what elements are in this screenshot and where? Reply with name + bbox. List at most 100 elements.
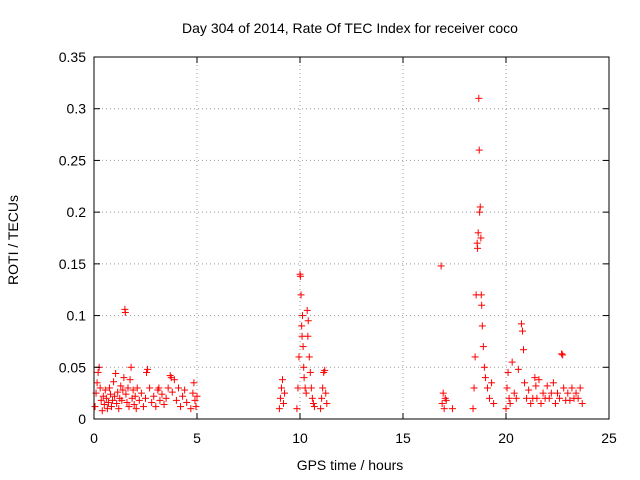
data-point	[439, 389, 447, 397]
data-point	[172, 396, 180, 404]
data-point	[131, 392, 139, 400]
data-point	[323, 399, 331, 407]
data-point	[317, 405, 325, 413]
data-point	[170, 376, 178, 384]
data-point	[554, 389, 561, 397]
data-point	[119, 386, 127, 394]
data-point	[160, 401, 168, 409]
data-point	[295, 353, 303, 361]
data-point	[488, 379, 496, 387]
data-point	[448, 405, 456, 413]
data-point	[146, 384, 154, 392]
data-point	[97, 396, 105, 404]
y-tick-label: 0.05	[59, 359, 86, 375]
data-point	[137, 389, 145, 397]
data-point	[476, 208, 484, 216]
data-point	[506, 399, 514, 407]
data-point	[142, 394, 149, 402]
data-point	[549, 379, 557, 387]
data-point	[475, 94, 483, 102]
data-point	[132, 405, 140, 413]
data-point	[191, 396, 199, 404]
y-tick-label: 0	[78, 411, 86, 427]
y-tick-label: 0.1	[67, 308, 87, 324]
data-point	[476, 203, 484, 211]
data-point	[578, 399, 586, 407]
data-point	[437, 262, 445, 270]
data-point	[321, 366, 329, 374]
data-point	[294, 384, 302, 392]
data-point	[168, 388, 176, 396]
data-point	[470, 384, 478, 392]
data-point	[117, 382, 125, 390]
data-point	[517, 320, 525, 328]
data-point	[510, 389, 518, 397]
data-point	[480, 363, 488, 371]
data-point	[558, 350, 566, 358]
y-tick-label: 0.3	[67, 101, 87, 117]
data-point	[187, 405, 195, 413]
data-point	[302, 389, 310, 397]
plot-frame	[93, 56, 610, 420]
data-point	[105, 384, 113, 392]
data-point	[545, 394, 553, 402]
data-point	[483, 384, 491, 392]
data-point	[539, 389, 547, 397]
data-point	[114, 388, 122, 396]
data-point	[102, 394, 110, 402]
data-point	[560, 384, 568, 392]
y-axis-label: ROTI / TECUs	[5, 195, 21, 285]
chart-title: Day 304 of 2014, Rate Of TEC Index for r…	[182, 20, 518, 36]
data-point	[155, 384, 163, 392]
x-tick-label: 0	[90, 430, 98, 446]
data-point	[318, 394, 326, 402]
data-point	[520, 346, 528, 354]
data-point	[124, 384, 132, 392]
data-point	[281, 389, 289, 397]
data-point	[477, 291, 485, 299]
data-point	[122, 390, 130, 398]
data-point	[547, 389, 555, 397]
data-point	[442, 396, 450, 404]
data-point	[301, 384, 309, 392]
y-tick-label: 0.2	[67, 204, 87, 220]
y-tick-label: 0.35	[59, 49, 86, 65]
data-point	[504, 368, 512, 376]
data-point	[296, 272, 304, 280]
data-point	[120, 374, 128, 382]
data-point	[566, 396, 574, 404]
data-point	[304, 332, 312, 340]
x-tick-label: 25	[601, 430, 617, 446]
data-point	[111, 392, 119, 400]
data-point	[144, 365, 152, 373]
data-point	[481, 374, 489, 382]
data-point	[135, 396, 143, 404]
data-point	[474, 244, 482, 252]
data-point	[158, 390, 166, 398]
data-point	[478, 322, 486, 330]
data-point	[532, 382, 540, 390]
data-point	[300, 363, 308, 371]
data-point	[139, 403, 147, 411]
data-point	[113, 399, 121, 407]
axis-ticks: 0 0.05 0.1 0.15 0.2 0.25 0.3 0.35 0 5 10 15 20 25	[59, 49, 617, 446]
data-point	[121, 308, 129, 316]
data-point	[564, 389, 572, 397]
data-point	[278, 376, 286, 384]
data-point	[179, 392, 187, 400]
data-point	[101, 386, 109, 394]
data-point	[193, 392, 201, 400]
data-point	[112, 369, 120, 377]
data-point	[479, 343, 487, 351]
x-axis-label: GPS time / hours	[297, 457, 404, 473]
data-point	[91, 403, 99, 411]
data-point	[298, 322, 306, 330]
data-point	[133, 384, 141, 392]
data-point	[568, 384, 576, 392]
data-point	[125, 403, 133, 411]
data-point	[162, 394, 170, 402]
data-point	[307, 384, 315, 392]
data-point	[490, 399, 498, 407]
data-point	[559, 351, 567, 359]
data-point	[126, 376, 134, 384]
